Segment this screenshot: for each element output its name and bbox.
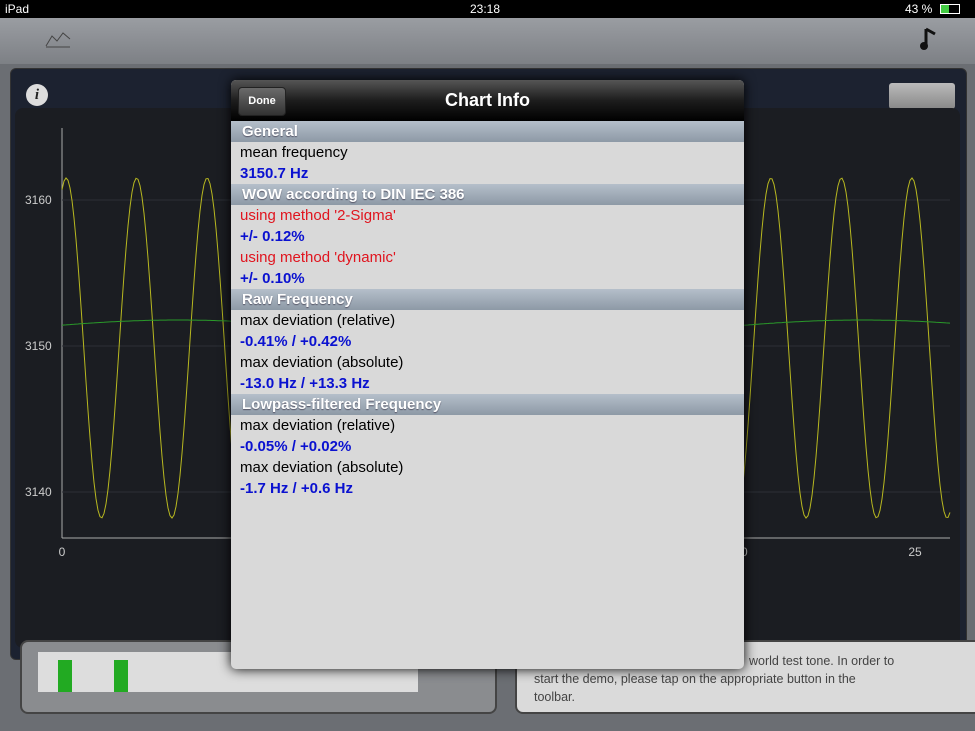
info-value: +/- 0.12%: [240, 228, 305, 245]
info-label: mean frequency: [240, 144, 348, 161]
section-header: Raw Frequency: [231, 289, 744, 310]
info-value: +/- 0.10%: [240, 270, 305, 287]
y-tick-label: 3150: [25, 339, 52, 353]
y-tick-label: 3140: [25, 485, 52, 499]
info-label: max deviation (relative): [240, 312, 396, 329]
info-value: -13.0 Hz / +13.3 Hz: [240, 375, 370, 392]
toolbar: [0, 18, 975, 64]
section-header: General: [231, 121, 744, 142]
info-label: using method '2-Sigma': [240, 207, 396, 224]
info-label: using method 'dynamic': [240, 249, 396, 266]
device-name: iPad: [5, 2, 30, 16]
info-label: max deviation (absolute): [240, 459, 404, 476]
info-value: -0.05% / +0.02%: [240, 438, 352, 455]
section-header: Lowpass-filtered Frequency: [231, 394, 744, 415]
done-button[interactable]: Done: [238, 87, 286, 116]
info-button[interactable]: i: [26, 84, 48, 106]
dialog-title: Chart Info: [445, 90, 530, 110]
section-header: WOW according to DIN IEC 386: [231, 184, 744, 205]
status-bar: iPad 23:18 43 %: [0, 0, 975, 18]
battery-icon: [940, 4, 960, 14]
music-tab-icon[interactable]: [918, 26, 940, 52]
info-value: -1.7 Hz / +0.6 Hz: [240, 480, 353, 497]
battery: 43 %: [905, 2, 933, 16]
chart-info-dialog: Chart Info Done General mean frequency 315…: [231, 80, 744, 669]
x-tick-label: 0: [59, 545, 66, 559]
dialog-title-bar: Chart Info Done: [231, 80, 744, 121]
dialog-body: General mean frequency 3150.7 Hz WOW accord…: [231, 121, 744, 499]
help-line: toolbar.: [534, 690, 576, 704]
help-text: world test tone. In order to start the d…: [534, 652, 894, 706]
chart-tab-icon[interactable]: [44, 28, 72, 48]
info-value: 3150.7 Hz: [240, 165, 309, 182]
info-label: max deviation (absolute): [240, 354, 404, 371]
help-line: world test tone. In order to: [749, 654, 895, 668]
y-tick-label: 3160: [25, 193, 52, 207]
chart-mode-buttons[interactable]: [889, 83, 955, 109]
clock: 23:18: [470, 2, 501, 16]
info-label: max deviation (relative): [240, 417, 396, 434]
help-line: start the demo, please tap on the approp…: [534, 672, 856, 686]
info-value: -0.41% / +0.42%: [240, 333, 352, 350]
x-tick-label: 25: [908, 545, 922, 559]
